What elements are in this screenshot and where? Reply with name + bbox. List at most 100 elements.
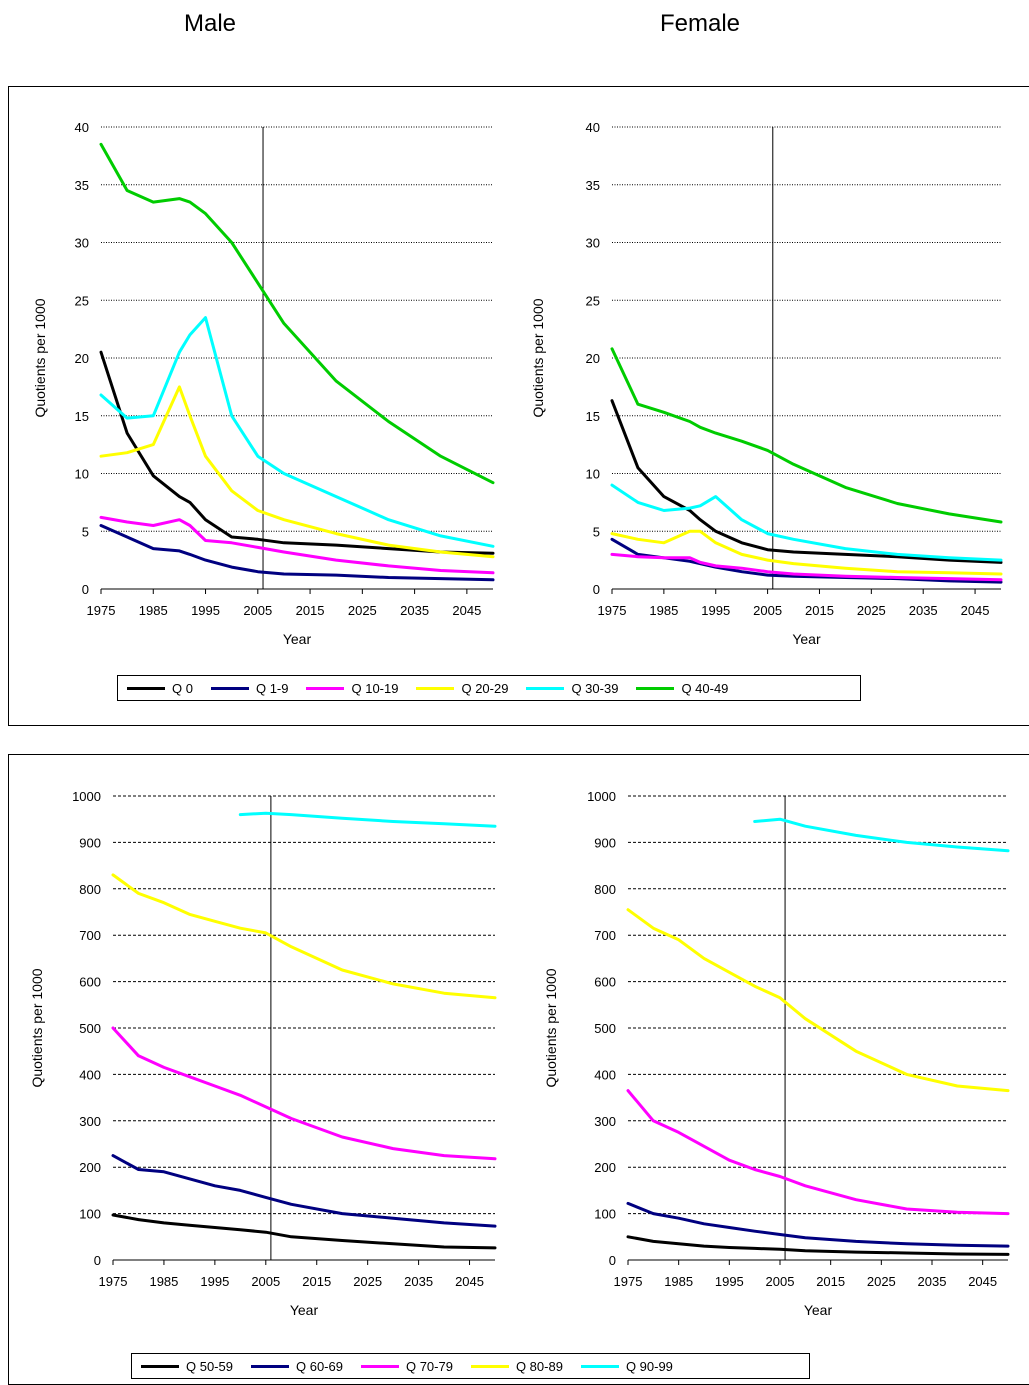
x-tick-label: 1995	[200, 1274, 229, 1289]
x-tick-label: 2025	[348, 603, 377, 618]
legend-item: Q 90-99	[572, 1359, 682, 1374]
y-tick-label: 35	[75, 178, 89, 193]
y-tick-label: 100	[79, 1207, 101, 1222]
x-tick-label: 2025	[353, 1274, 382, 1289]
y-tick-label: 40	[75, 120, 89, 135]
y-tick-label: 300	[594, 1114, 616, 1129]
x-tick-label: 2045	[452, 603, 481, 618]
legend-item: Q 80-89	[462, 1359, 572, 1374]
y-tick-label: 30	[75, 236, 89, 251]
y-tick-label: 100	[594, 1207, 616, 1222]
x-axis-title: Year	[290, 1302, 319, 1318]
y-tick-label: 40	[586, 120, 600, 135]
y-tick-label: 700	[79, 928, 101, 943]
legend-label: Q 40-49	[681, 680, 729, 696]
series-line-q70-79	[111, 1026, 497, 1161]
legend-item: Q 70-79	[352, 1359, 462, 1374]
x-tick-label: 2015	[296, 603, 325, 618]
y-tick-label: 5	[593, 524, 600, 539]
legend-swatch-q40-49	[636, 686, 675, 690]
x-tick-label: 1985	[139, 603, 168, 618]
y-tick-label: 400	[79, 1067, 101, 1082]
x-tick-label: 1995	[191, 603, 220, 618]
female-heading: Female	[659, 10, 741, 37]
y-tick-label: 15	[75, 409, 89, 424]
legend-label: Q 0	[172, 680, 193, 696]
x-tick-label: 1985	[149, 1274, 178, 1289]
y-tick-label: 0	[593, 582, 600, 597]
y-tick-label: 500	[594, 1021, 616, 1036]
x-tick-label: 2015	[302, 1274, 331, 1289]
y-tick-label: 300	[79, 1114, 101, 1129]
series-line-q0	[610, 399, 1003, 564]
legend-label: Q 70-79	[405, 1358, 453, 1374]
legend-item: Q 40-49	[627, 681, 737, 696]
series-line-q20-29	[99, 385, 495, 559]
legend-swatch-q1-9	[210, 686, 249, 690]
x-tick-label: 1985	[664, 1274, 693, 1289]
y-tick-label: 800	[594, 882, 616, 897]
x-tick-label: 2005	[766, 1274, 795, 1289]
y-axis-title: Quotients per 1000	[530, 298, 546, 417]
y-tick-label: 900	[79, 835, 101, 850]
y-tick-label: 0	[609, 1253, 616, 1268]
x-tick-label: 1975	[598, 603, 627, 618]
x-tick-label: 2035	[909, 603, 938, 618]
legend-swatch-q30-39	[526, 686, 565, 690]
y-tick-label: 20	[586, 351, 600, 366]
y-axis-title: Quotients per 1000	[543, 968, 559, 1087]
legend-label: Q 10-19	[351, 680, 399, 696]
y-tick-label: 700	[594, 928, 616, 943]
y-tick-label: 1000	[587, 789, 616, 804]
bottom-panel	[8, 754, 1029, 1385]
legend-label: Q 30-39	[571, 680, 619, 696]
y-tick-label: 600	[594, 975, 616, 990]
top-panel	[8, 86, 1029, 726]
legend-item: Q 50-59	[132, 1359, 242, 1374]
y-tick-label: 800	[79, 882, 101, 897]
y-tick-label: 10	[586, 467, 600, 482]
y-tick-label: 200	[594, 1160, 616, 1175]
series-line-q40-49	[610, 347, 1003, 524]
series-line-q40-49	[99, 142, 495, 485]
y-tick-label: 0	[94, 1253, 101, 1268]
series-line-q50-59	[626, 1235, 1010, 1256]
series-line-q80-89	[111, 873, 497, 1000]
legend-item: Q 1-9	[202, 681, 298, 696]
legend-swatch-q90-99	[580, 1364, 619, 1368]
legend-item: Q 0	[118, 681, 202, 696]
y-tick-label: 600	[79, 975, 101, 990]
x-tick-label: 2035	[404, 1274, 433, 1289]
legend-label: Q 1-9	[255, 680, 289, 696]
series-line-q80-89	[626, 908, 1010, 1093]
y-tick-label: 15	[586, 409, 600, 424]
x-tick-label: 2005	[753, 603, 782, 618]
legend-item: Q 10-19	[297, 681, 407, 696]
x-axis-title: Year	[804, 1302, 833, 1318]
legend-swatch-q80-89	[470, 1364, 509, 1368]
legend-bottom: Q 50-59 Q 60-69 Q 70-79 Q 80-89 Q 90-99	[131, 1353, 810, 1379]
x-tick-label: 2025	[857, 603, 886, 618]
x-tick-label: 2045	[961, 603, 990, 618]
legend-item: Q 20-29	[407, 681, 517, 696]
legend-item: Q 30-39	[517, 681, 627, 696]
x-tick-label: 2035	[400, 603, 429, 618]
series-line-q20-29	[610, 529, 1003, 576]
legend-swatch-q50-59	[141, 1364, 179, 1368]
x-tick-label: 1985	[649, 603, 678, 618]
legend-item: Q 60-69	[242, 1359, 352, 1374]
legend-swatch-q0	[127, 686, 165, 690]
male-heading: Male	[183, 10, 237, 37]
x-tick-label: 1975	[614, 1274, 643, 1289]
series-line-q1-9	[99, 524, 495, 582]
legend-top: Q 0 Q 1-9 Q 10-19 Q 20-29 Q 30-39 Q 40-4…	[117, 675, 861, 701]
series-line-q50-59	[111, 1213, 497, 1250]
y-tick-label: 200	[79, 1160, 101, 1175]
legend-label: Q 90-99	[625, 1358, 673, 1374]
series-line-q30-39	[99, 316, 495, 548]
legend-label: Q 20-29	[461, 680, 509, 696]
y-tick-label: 35	[586, 178, 600, 193]
y-axis-title: Quotients per 1000	[29, 968, 45, 1087]
x-tick-label: 2005	[243, 603, 272, 618]
legend-label: Q 60-69	[295, 1358, 343, 1374]
